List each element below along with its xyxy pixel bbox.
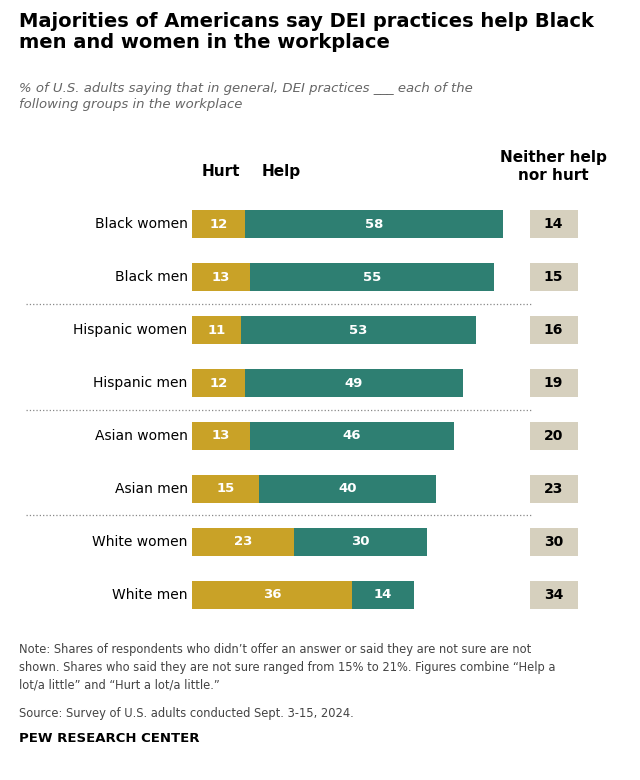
Text: Hispanic men: Hispanic men [93, 376, 188, 390]
Text: 58: 58 [365, 218, 383, 231]
Text: 34: 34 [544, 588, 563, 602]
Text: 55: 55 [363, 271, 381, 284]
Text: Neither help
nor hurt: Neither help nor hurt [500, 150, 607, 183]
Text: 15: 15 [216, 483, 234, 495]
Bar [241, 316, 476, 344]
Text: PEW RESEARCH CENTER: PEW RESEARCH CENTER [19, 732, 200, 745]
Bar [192, 264, 250, 291]
Bar [259, 475, 436, 503]
Text: White women: White women [92, 535, 188, 549]
Text: 46: 46 [342, 430, 361, 442]
Text: % of U.S. adults saying that in general, DEI practices ___ each of the
following: % of U.S. adults saying that in general,… [19, 82, 473, 112]
Text: Asian men: Asian men [115, 482, 188, 496]
Text: 53: 53 [349, 324, 367, 336]
Text: 13: 13 [212, 430, 230, 442]
Text: 23: 23 [544, 482, 563, 496]
Bar [250, 422, 454, 450]
Text: 36: 36 [262, 588, 281, 601]
Text: 16: 16 [544, 323, 563, 337]
Bar [294, 528, 427, 555]
Text: 14: 14 [544, 217, 563, 231]
Bar [352, 581, 414, 608]
Text: White men: White men [112, 588, 188, 602]
Text: 15: 15 [544, 270, 563, 284]
Text: 30: 30 [351, 535, 370, 548]
Text: Black men: Black men [115, 270, 188, 284]
Bar [245, 369, 463, 397]
Text: 12: 12 [209, 377, 228, 389]
Bar [250, 264, 493, 291]
Bar [192, 316, 241, 344]
Bar [192, 422, 250, 450]
Text: 30: 30 [544, 535, 563, 549]
Bar [192, 475, 259, 503]
Text: 12: 12 [209, 218, 228, 231]
Bar [192, 581, 352, 608]
Text: Majorities of Americans say DEI practices help Black
men and women in the workpl: Majorities of Americans say DEI practice… [19, 12, 594, 52]
Bar [192, 211, 245, 238]
Text: 23: 23 [234, 535, 252, 548]
Text: 13: 13 [212, 271, 230, 284]
Text: 49: 49 [345, 377, 363, 389]
Text: Source: Survey of U.S. adults conducted Sept. 3-15, 2024.: Source: Survey of U.S. adults conducted … [19, 707, 354, 721]
Text: Help: Help [261, 164, 300, 179]
Text: Note: Shares of respondents who didn’t offer an answer or said they are not sure: Note: Shares of respondents who didn’t o… [19, 644, 556, 692]
Bar [192, 528, 294, 555]
Text: 19: 19 [544, 376, 563, 390]
Bar [192, 369, 245, 397]
Text: Black women: Black women [95, 217, 188, 231]
Text: Hispanic women: Hispanic women [74, 323, 188, 337]
Text: Hurt: Hurt [202, 164, 240, 179]
Text: 40: 40 [338, 483, 356, 495]
Bar [245, 211, 502, 238]
Text: 14: 14 [374, 588, 392, 601]
Text: Asian women: Asian women [95, 429, 188, 443]
Text: 20: 20 [544, 429, 563, 443]
Text: 11: 11 [207, 324, 225, 336]
